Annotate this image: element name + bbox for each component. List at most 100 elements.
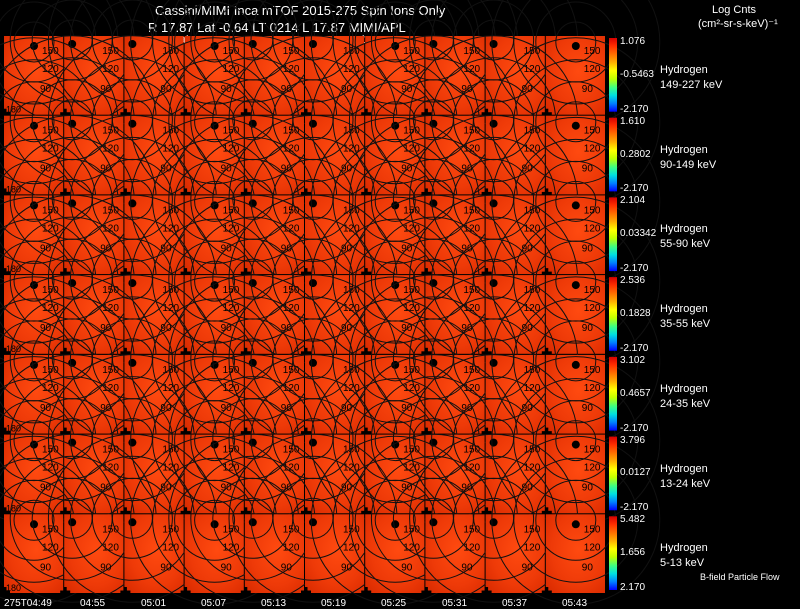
contour-label: 150 — [102, 46, 119, 57]
contour-label: 90 — [522, 323, 534, 334]
colorbar — [609, 516, 617, 590]
contour-label: 90 — [582, 243, 594, 254]
contour-label: 120 — [463, 542, 480, 553]
contour-line — [555, 101, 597, 143]
contour-label: 150 — [463, 46, 480, 57]
contour-line — [13, 340, 55, 382]
contour-label: 120 — [403, 144, 420, 155]
contour-label: 150 — [42, 285, 59, 296]
contour-label: 90 — [341, 562, 353, 573]
planet-marker — [571, 201, 580, 210]
contour-line — [91, 477, 173, 559]
contour-label: 90 — [401, 562, 413, 573]
contour-label: 120 — [42, 144, 59, 155]
colorbar-min-label: -2.170 — [620, 423, 649, 434]
contour-label: 120 — [403, 64, 420, 75]
contour-label: 150 — [343, 46, 360, 57]
contour-label: 120 — [463, 144, 480, 155]
energy-label: 13-24 keV — [660, 478, 711, 490]
contour-line — [374, 180, 416, 222]
colorbar-mid-label: 1.656 — [620, 547, 646, 558]
contour-label: 150 — [42, 365, 59, 376]
contour-label: 90 — [160, 243, 172, 254]
planet-marker — [571, 121, 580, 130]
contour-label: 120 — [102, 463, 119, 474]
contour-label: 90 — [100, 562, 112, 573]
contour-label: 90 — [341, 84, 353, 95]
contour-label: 90 — [160, 164, 172, 175]
species-label: Hydrogen — [660, 144, 708, 156]
contour-label: 90 — [522, 403, 534, 414]
planet-marker — [489, 358, 498, 367]
contour-label: 150 — [102, 205, 119, 216]
colorbar — [609, 436, 617, 511]
contour-label: 120 — [343, 542, 360, 553]
contour-label: 150 — [162, 365, 179, 376]
contour-label: 150 — [162, 285, 179, 296]
contour-label: 150 — [223, 205, 240, 216]
heatmap-panel: 150 120 90 — [228, 433, 398, 603]
contour-label: 150 — [283, 285, 300, 296]
contour-label: 120 — [343, 303, 360, 314]
contour-label: 150 — [403, 126, 420, 137]
contour-label: 120 — [343, 463, 360, 474]
contour-label: 180 — [6, 344, 21, 354]
colorbar-max-label: 5.482 — [620, 514, 646, 525]
contour-label: 150 — [403, 365, 420, 376]
contour-label: 150 — [524, 445, 541, 456]
planet-marker — [128, 438, 137, 447]
contour-label: 150 — [283, 205, 300, 216]
contour-line — [555, 499, 597, 541]
contour-label: 90 — [582, 164, 594, 175]
contour-line — [13, 180, 55, 222]
energy-label: 24-35 keV — [660, 398, 711, 410]
planet-marker — [429, 518, 438, 527]
planet-marker — [571, 520, 580, 529]
contour-line — [272, 477, 354, 559]
contour-line — [374, 499, 416, 541]
contour-label: 150 — [584, 445, 601, 456]
planet-marker — [571, 360, 580, 369]
contour-label: 150 — [102, 445, 119, 456]
contour-label: 90 — [522, 84, 534, 95]
contour-label: 120 — [524, 223, 541, 234]
contour-label: 120 — [223, 223, 240, 234]
planet-marker — [571, 42, 580, 50]
contour-label: 120 — [42, 223, 59, 234]
time-tick-label: 05:01 — [141, 598, 167, 609]
planet-marker — [309, 358, 317, 367]
contour-label: 150 — [283, 524, 300, 535]
contour-line — [194, 340, 236, 382]
planet-marker — [128, 119, 137, 128]
planet-marker — [489, 40, 498, 48]
contour-label: 120 — [463, 303, 480, 314]
planet-marker — [391, 520, 400, 529]
contour-label: 120 — [283, 144, 300, 155]
contour-label: 90 — [341, 403, 353, 414]
contour-label: 120 — [403, 383, 420, 394]
planet-marker — [128, 40, 137, 48]
contour-label: 120 — [584, 542, 601, 553]
contour-label: 150 — [283, 445, 300, 456]
contour-line — [491, 435, 661, 605]
contour-line — [453, 477, 535, 559]
contour-label: 120 — [524, 303, 541, 314]
contour-line — [13, 101, 55, 143]
contour-line — [374, 420, 416, 462]
contour-label: 150 — [162, 445, 179, 456]
contour-label: 150 — [162, 46, 179, 57]
planet-marker — [128, 199, 137, 208]
contour-line — [374, 260, 416, 302]
heatmap-panel: 150 120 90 — [491, 435, 661, 605]
contour-label: 120 — [223, 383, 240, 394]
contour-label: 150 — [102, 285, 119, 296]
time-tick-label: 05:31 — [442, 598, 468, 609]
planet-marker — [309, 40, 317, 48]
planet-marker — [309, 199, 317, 208]
contour-label: 120 — [102, 383, 119, 394]
colorbar-mid-label: -0.5463 — [620, 69, 654, 80]
contour-label: 120 — [223, 303, 240, 314]
contour-label: 150 — [463, 285, 480, 296]
time-tick-label: 275T04:49 — [4, 598, 52, 609]
